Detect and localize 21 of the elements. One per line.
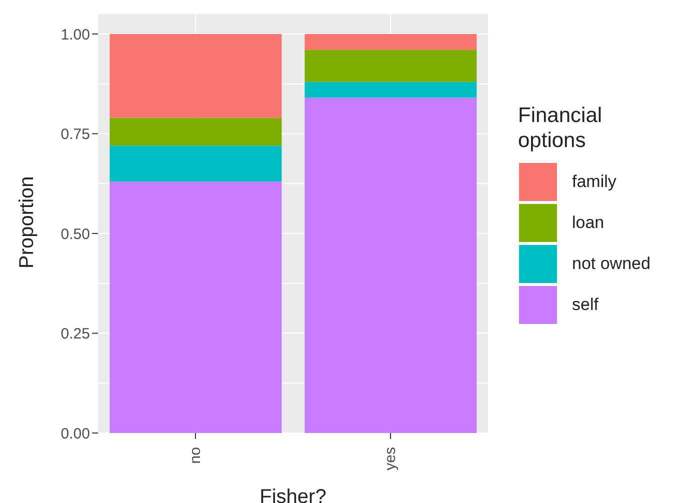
- legend-label: not owned: [572, 254, 650, 274]
- bar: [304, 34, 477, 50]
- bar: [110, 118, 282, 146]
- legend-title: Financial options: [518, 103, 604, 153]
- y-axis-title: Proportion: [16, 176, 38, 268]
- x-tick-label: yes: [382, 447, 399, 470]
- text: self: [572, 294, 598, 314]
- bar: [110, 182, 282, 433]
- x-tick-label: no: [187, 447, 204, 464]
- y-tick-label: 1.00: [60, 26, 90, 44]
- bar: [110, 146, 282, 182]
- legend-label: loan: [572, 212, 604, 232]
- x-axis-title: Fisher?: [260, 486, 326, 503]
- y-tick-label: 0.00: [60, 425, 90, 442]
- y-tick-label: 0.50: [60, 226, 90, 243]
- legend-label: family: [572, 172, 616, 192]
- bar: [304, 50, 477, 82]
- y-tick-label: 0.25: [60, 326, 90, 343]
- y-tick-label: 0.75: [60, 126, 90, 144]
- bar: [304, 82, 477, 98]
- bar: [110, 34, 282, 118]
